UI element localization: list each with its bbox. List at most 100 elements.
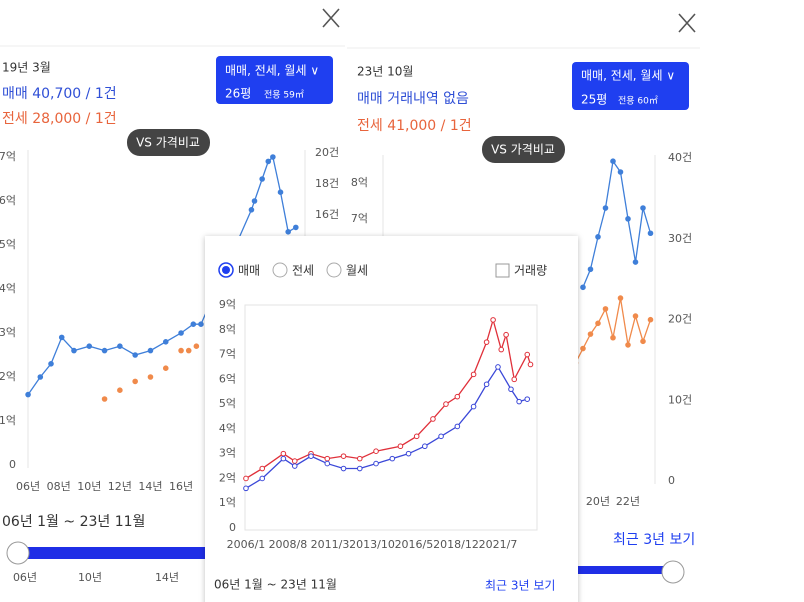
data-point (625, 216, 631, 222)
data-point (178, 330, 184, 336)
x-tick-label: 2021/7 (479, 538, 518, 551)
compare-button[interactable] (127, 129, 210, 156)
area: 전용 60㎡ (618, 96, 658, 107)
y2-tick-label: 20건 (668, 313, 692, 326)
data-point (248, 207, 255, 213)
data-point (610, 334, 616, 341)
y-tick-label: 0 (9, 458, 16, 471)
y2-tick-label: 20건 (315, 146, 339, 159)
y-tick-label: 5억 (0, 238, 16, 251)
data-point (602, 306, 609, 312)
y-tick-label: 8억 (351, 176, 368, 189)
slider-label: 14년 (155, 571, 179, 584)
sale-price: 매매 거래내역 없음 (357, 91, 469, 107)
y-tick-label: 2억 (219, 471, 236, 484)
area: 전용 59㎡ (264, 90, 304, 101)
date-range: 06년 1월 ~ 23년 11월 (214, 578, 337, 592)
data-point (147, 374, 154, 380)
data-point (293, 224, 299, 231)
data-point (185, 347, 192, 354)
popup-background (205, 236, 578, 602)
checkbox[interactable] (495, 263, 510, 278)
data-point (373, 460, 379, 467)
data-point (443, 401, 449, 407)
y-tick-label: 4억 (0, 282, 16, 295)
data-point (132, 352, 138, 358)
data-point (495, 364, 501, 370)
data-point (86, 343, 93, 350)
slider-track (570, 566, 666, 574)
data-point (430, 416, 436, 422)
data-point (280, 450, 287, 457)
jeonse-price: 전세 28,000 / 1건 (2, 111, 117, 127)
data-point (516, 398, 522, 405)
y-tick-label: 3억 (0, 326, 16, 339)
x-tick-label: 08년 (47, 480, 71, 493)
close-button[interactable] (678, 13, 696, 33)
x-tick-label: 10년 (77, 480, 101, 493)
radio-label: 전세 (292, 264, 314, 278)
y-tick-label: 6억 (219, 372, 236, 385)
date: 23년 10월 (357, 65, 413, 79)
y-tick-label: 3억 (219, 447, 236, 460)
slider-knob[interactable] (661, 560, 685, 584)
plot-frame (244, 304, 538, 531)
data-point (647, 230, 654, 237)
filter-button[interactable] (572, 62, 689, 110)
data-point (617, 169, 624, 175)
y2-tick-label: 16건 (315, 208, 339, 221)
data-point (470, 403, 477, 410)
data-point (324, 460, 331, 467)
filter-button[interactable] (216, 56, 333, 104)
data-point (640, 205, 646, 211)
data-point (198, 321, 204, 328)
x-tick-label: 2018/12 (433, 538, 479, 551)
radio-label: 매매 (238, 264, 260, 278)
popup-panel: 매매 전세 월세 거래량 06년 1월 ~ 23년 11월 최근 3년 보기 0… (205, 236, 578, 602)
data-point (190, 321, 197, 328)
data-point (527, 361, 534, 368)
x-tick-label: 12년 (108, 480, 132, 493)
close-button[interactable] (322, 8, 340, 28)
data-point (291, 463, 298, 469)
radio[interactable] (272, 262, 288, 278)
compare-button[interactable] (482, 136, 565, 163)
y-tick-label: 8억 (219, 323, 236, 336)
data-point (511, 376, 518, 383)
data-point (340, 465, 347, 472)
data-point (587, 331, 594, 337)
data-point (259, 176, 265, 182)
y-tick-label: 7억 (0, 150, 16, 163)
recent-button[interactable]: 최근 3년 보기 (613, 532, 695, 548)
slider-label: 06년 (13, 571, 37, 584)
data-point (587, 266, 594, 273)
slider-track (18, 547, 208, 559)
data-point (178, 347, 184, 354)
radio[interactable] (326, 262, 342, 278)
data-point (117, 387, 123, 394)
right-panel: 23년 10월 매매 거래내역 없음 전세 41,000 / 1건 매매, 전세… (347, 13, 700, 584)
x-tick-label: 14년 (138, 480, 162, 493)
series-line (245, 365, 528, 489)
data-point (101, 347, 108, 354)
filter-label: 매매, 전세, 월세 ∨ (225, 64, 319, 78)
y2-tick-label: 30건 (668, 232, 692, 245)
y-tick-label: 7억 (351, 212, 368, 225)
y-tick-label: 5억 (219, 397, 236, 410)
recent-button[interactable]: 최근 3년 보기 (485, 579, 555, 593)
data-point (397, 443, 404, 450)
data-point (147, 347, 154, 354)
data-point (356, 465, 363, 472)
data-point (270, 154, 276, 160)
data-point (647, 316, 654, 323)
data-point (356, 455, 363, 462)
data-point (610, 158, 616, 165)
slider-knob[interactable] (6, 541, 30, 565)
data-point (277, 189, 284, 195)
data-point (308, 453, 314, 459)
compare-label: VS 가격비교 (491, 143, 555, 157)
data-point (251, 198, 258, 204)
checkbox-label: 거래량 (514, 264, 547, 278)
